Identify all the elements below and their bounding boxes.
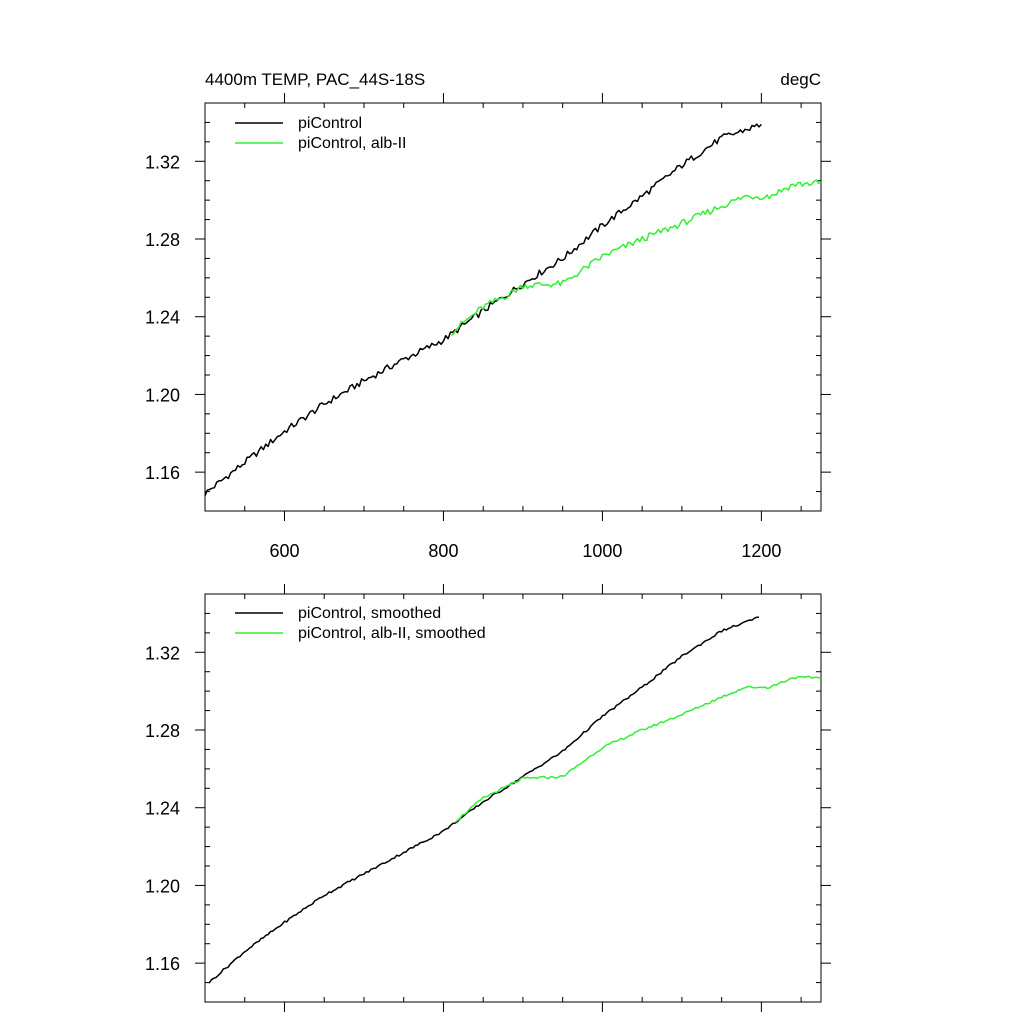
y-tick-label: 1.20 (145, 385, 180, 405)
y-tick-label: 1.24 (145, 799, 180, 819)
x-tick-label: 600 (269, 541, 299, 561)
y-tick-label: 1.32 (145, 152, 180, 172)
legend: piControl, smoothed piControl, alb-II, s… (235, 605, 486, 642)
series-line (204, 123, 762, 496)
series-lines (208, 616, 822, 984)
x-tick-label: 1200 (741, 541, 781, 561)
y-tick-label: 1.32 (145, 643, 180, 663)
bottom-panel: 1.16 1.20 1.24 1.28 1.32 piControl, smoothed… (145, 584, 831, 1012)
series-lines (204, 123, 822, 496)
y-tick-label: 1.16 (145, 463, 180, 483)
y-tick-label: 1.24 (145, 308, 180, 328)
series-line (450, 179, 822, 337)
y-tick-label: 1.20 (145, 876, 180, 896)
y-tick-label: 1.16 (145, 954, 180, 974)
legend-label: piControl, alb-II, smoothed (298, 625, 486, 642)
series-line (454, 675, 822, 823)
axis-ticks: 600 800 1000 1200 1.16 1.20 1.24 1.28 1.32 (145, 93, 831, 561)
chart-title: 4400m TEMP, PAC_44S-18S (205, 70, 425, 89)
legend: piControl piControl, alb-II (235, 115, 407, 152)
axis-ticks: 1.16 1.20 1.24 1.28 1.32 (145, 584, 831, 1012)
legend-label: piControl, smoothed (298, 605, 441, 622)
units-label: degC (780, 70, 821, 89)
x-tick-label: 1000 (582, 541, 622, 561)
x-tick-label: 800 (428, 541, 458, 561)
plot-frame (204, 593, 822, 1003)
y-tick-label: 1.28 (145, 230, 180, 250)
legend-label: piControl (298, 115, 362, 132)
top-panel: 4400m TEMP, PAC_44S-18S degC 600 800 1000 1… (145, 70, 831, 561)
y-tick-label: 1.28 (145, 721, 180, 741)
legend-label: piControl, alb-II (298, 135, 407, 152)
series-line (208, 616, 759, 984)
plot-frame (204, 102, 822, 512)
